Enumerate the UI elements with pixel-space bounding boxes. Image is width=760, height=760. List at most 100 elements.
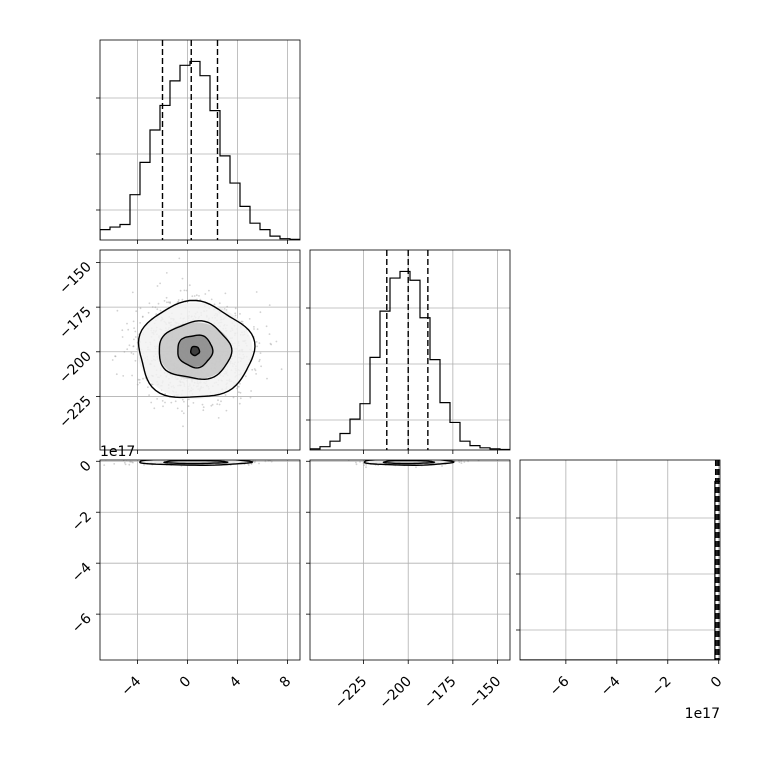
- sample-point: [134, 359, 137, 362]
- sample-point: [202, 409, 205, 412]
- x-tick-label: −4: [598, 673, 624, 699]
- sample-point: [232, 396, 235, 399]
- sample-point: [181, 410, 183, 412]
- sample-point: [103, 464, 106, 466]
- sample-point: [165, 272, 168, 274]
- sample-point: [126, 322, 128, 325]
- sample-point: [238, 391, 240, 394]
- sample-point: [139, 322, 142, 324]
- sample-point: [239, 313, 241, 315]
- sample-point: [115, 373, 118, 376]
- sample-point: [239, 391, 242, 394]
- sample-point: [193, 295, 196, 297]
- sample-point: [141, 316, 144, 318]
- sample-point: [155, 313, 158, 315]
- sample-point: [269, 342, 272, 345]
- sample-point: [161, 400, 164, 402]
- panel-frame: [99, 249, 301, 451]
- sample-point: [192, 402, 195, 404]
- sample-point: [132, 353, 135, 355]
- sample-point: [234, 314, 237, 317]
- sample-point: [411, 458, 413, 460]
- sample-point: [249, 396, 252, 399]
- sample-point: [270, 458, 272, 460]
- sample-point: [148, 302, 151, 305]
- sample-point: [139, 307, 142, 310]
- sample-point: [355, 461, 357, 464]
- x-tick-label: −4: [118, 673, 144, 699]
- sample-point: [258, 358, 261, 361]
- sample-point: [111, 359, 114, 361]
- sample-point: [254, 460, 257, 463]
- sample-point: [134, 336, 137, 338]
- sample-point: [239, 458, 241, 460]
- sample-point: [390, 458, 392, 460]
- panel-frame: [99, 459, 301, 661]
- x-tick-label: −225: [332, 674, 371, 713]
- sample-point: [154, 306, 157, 309]
- sample-point: [226, 305, 229, 308]
- sample-point: [198, 295, 200, 297]
- sample-point: [137, 378, 140, 381]
- sample-point: [238, 402, 241, 405]
- y-tick-label: 0: [77, 458, 95, 476]
- sample-point: [268, 304, 271, 306]
- panel-1-1: [306, 249, 511, 454]
- sample-point: [132, 461, 134, 464]
- sample-point: [258, 342, 261, 344]
- sample-point: [176, 407, 179, 410]
- panel-frame: [99, 39, 301, 241]
- sample-point: [365, 463, 368, 466]
- y-tick-label: −2: [69, 509, 95, 535]
- sample-point: [260, 365, 262, 368]
- sample-point: [174, 400, 177, 403]
- sample-point: [179, 458, 181, 460]
- x-tick-label: −175: [421, 674, 460, 713]
- sample-point: [153, 407, 156, 410]
- sample-point: [170, 401, 173, 404]
- sample-point: [183, 400, 185, 403]
- x-tick-label: 8: [277, 674, 295, 692]
- panel-2-1: −225 −200 −175 −150: [306, 458, 511, 713]
- sample-point: [169, 302, 172, 304]
- sample-point: [187, 405, 190, 408]
- contour-line: [363, 460, 455, 466]
- sample-point: [177, 299, 180, 301]
- sample-point: [467, 460, 469, 463]
- sample-point: [270, 460, 273, 463]
- sample-point: [182, 412, 185, 415]
- sample-point: [183, 289, 186, 292]
- sample-point: [396, 458, 398, 460]
- sample-point: [114, 355, 117, 358]
- sample-point: [275, 340, 278, 343]
- sample-point: [365, 466, 367, 469]
- sample-point: [236, 385, 239, 388]
- sample-point: [128, 344, 131, 347]
- sample-point: [220, 400, 222, 403]
- sample-point: [241, 320, 244, 323]
- sample-point: [441, 465, 443, 467]
- sample-point: [164, 401, 166, 404]
- sample-point: [131, 374, 134, 377]
- sample-point: [126, 348, 129, 351]
- sample-point: [211, 403, 214, 406]
- sample-point: [217, 399, 219, 402]
- x-tick-label: −6: [547, 673, 573, 699]
- sample-point: [181, 298, 184, 301]
- sample-point: [113, 463, 116, 465]
- sample-point: [191, 295, 194, 298]
- sample-point: [256, 328, 259, 331]
- sample-point: [234, 307, 237, 310]
- sample-point: [159, 309, 162, 312]
- x-offset-text: 1e17: [685, 706, 720, 722]
- density-level: [190, 346, 200, 356]
- sample-point: [167, 301, 170, 304]
- sample-point: [268, 333, 271, 335]
- x-tick-label: 0: [708, 674, 726, 692]
- sample-point: [225, 409, 228, 412]
- sample-point: [195, 294, 198, 297]
- sample-point: [213, 303, 216, 306]
- sample-point: [128, 463, 131, 466]
- sample-point: [138, 381, 141, 384]
- panel-0-0: [96, 39, 301, 244]
